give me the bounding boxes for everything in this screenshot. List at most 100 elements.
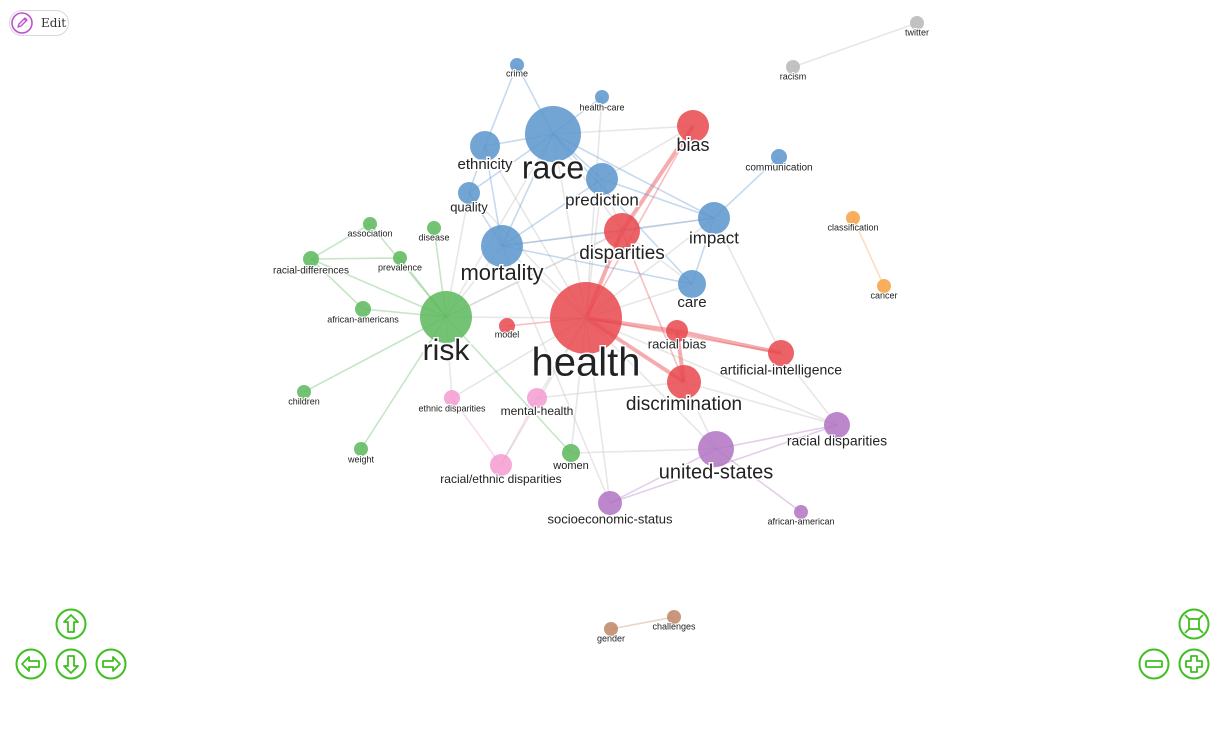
node-cancer[interactable] — [877, 279, 891, 293]
node-impact[interactable] — [698, 202, 730, 234]
arrow-down-icon — [55, 648, 87, 680]
node-association[interactable] — [363, 217, 377, 231]
edge — [310, 223, 371, 260]
edge — [683, 381, 838, 426]
node-challenges[interactable] — [667, 610, 681, 624]
node-racial-bias[interactable] — [666, 320, 688, 342]
edge — [501, 245, 693, 285]
node-health[interactable] — [550, 282, 622, 354]
node-race[interactable] — [525, 106, 581, 162]
edge — [601, 125, 694, 180]
node-racial-disparities[interactable] — [824, 412, 850, 438]
edge — [360, 316, 447, 450]
node-label-prevalence: prevalence — [378, 262, 422, 272]
node-label-united-states: united-states — [659, 461, 774, 483]
node-label-prediction: prediction — [565, 190, 639, 209]
edge — [552, 133, 715, 219]
arrow-left-icon — [15, 648, 47, 680]
node-label-racial-bias: racial bias — [648, 336, 707, 351]
node-discrimination[interactable] — [667, 365, 701, 399]
node-disparities[interactable] — [604, 213, 640, 249]
edge — [620, 124, 695, 233]
edge — [500, 397, 538, 466]
node-united-states[interactable] — [698, 431, 734, 467]
node-label-discrimination: discrimination — [626, 394, 742, 415]
node-bias[interactable] — [677, 110, 709, 142]
node-artificial-intelligence[interactable] — [768, 340, 794, 366]
edge — [445, 316, 572, 454]
edit-label: Edit — [41, 16, 67, 30]
zoom-in-button[interactable] — [1178, 648, 1210, 680]
node-risk[interactable] — [420, 291, 472, 343]
node-quality[interactable] — [458, 182, 480, 204]
edge — [303, 316, 447, 393]
node-label-african-americans: african-americans — [327, 314, 399, 324]
node-classification[interactable] — [846, 211, 860, 225]
edge — [501, 245, 611, 504]
node-label-mental-health: mental-health — [501, 404, 574, 418]
node-ethnicity[interactable] — [470, 131, 500, 161]
node-label-model: model — [495, 329, 520, 339]
node-racial-ethnic-disparities[interactable] — [490, 454, 512, 476]
node-racial-differences[interactable] — [303, 251, 319, 267]
node-prediction[interactable] — [586, 163, 618, 195]
node-mental-health[interactable] — [527, 388, 547, 408]
node-label-cancer: cancer — [870, 290, 897, 300]
node-african-americans[interactable] — [355, 301, 371, 317]
node-label-ethnic-disparities: ethnic disparities — [418, 403, 486, 413]
node-label-socioeconomic-status: socioeconomic-status — [548, 511, 673, 526]
node-label-classification: classification — [827, 222, 878, 232]
node-model[interactable] — [499, 318, 515, 334]
edit-button[interactable]: Edit — [9, 10, 69, 36]
edge — [601, 178, 715, 219]
pan-up-button[interactable] — [55, 608, 87, 640]
edge — [536, 381, 685, 399]
fit-screen-icon — [1178, 608, 1210, 640]
zoom-out-button[interactable] — [1138, 648, 1170, 680]
node-communication[interactable] — [771, 149, 787, 165]
edge — [780, 352, 838, 426]
pan-down-button[interactable] — [55, 648, 87, 680]
node-label-artificial-intelligence: artificial-intelligence — [720, 362, 842, 378]
node-label-african-american: african-american — [767, 516, 834, 526]
pan-right-button[interactable] — [95, 648, 127, 680]
node-label-race: race — [522, 149, 584, 185]
node-prevalence[interactable] — [393, 251, 407, 265]
fit-screen-button[interactable] — [1178, 608, 1210, 640]
node-women[interactable] — [562, 444, 580, 462]
node-mortality[interactable] — [481, 225, 523, 267]
node-socioeconomic-status[interactable] — [598, 491, 622, 515]
node-care[interactable] — [678, 270, 706, 298]
node-label-disparities: disparities — [579, 243, 665, 264]
node-children[interactable] — [297, 385, 311, 399]
pencil-icon — [11, 12, 33, 34]
node-twitter[interactable] — [910, 16, 924, 30]
node-label-health: health — [532, 341, 641, 385]
node-label-women: women — [552, 460, 588, 472]
edge — [609, 448, 717, 504]
edge — [852, 217, 885, 287]
node-ethnic-disparities[interactable] — [444, 390, 460, 406]
pan-left-button[interactable] — [15, 648, 47, 680]
node-racism[interactable] — [786, 60, 800, 74]
node-disease[interactable] — [427, 221, 441, 235]
node-african-american[interactable] — [794, 505, 808, 519]
node-label-communication: communication — [745, 163, 812, 174]
node-crime[interactable] — [510, 58, 524, 72]
arrow-right-icon — [95, 648, 127, 680]
node-label-challenges: challenges — [652, 621, 696, 631]
node-label-impact: impact — [689, 228, 739, 247]
node-label-twitter: twitter — [905, 27, 929, 37]
edge — [676, 329, 782, 355]
node-label-racial-differences: racial-differences — [273, 266, 349, 277]
node-gender[interactable] — [604, 622, 618, 636]
edge — [585, 125, 694, 319]
node-health-care[interactable] — [595, 90, 609, 104]
edge — [310, 258, 364, 310]
node-label-racial-ethnic-disparities: racial/ethnic disparities — [440, 472, 561, 486]
edge — [585, 317, 838, 426]
node-weight[interactable] — [354, 442, 368, 456]
edge — [713, 217, 782, 354]
node-label-racism: racism — [780, 71, 807, 81]
